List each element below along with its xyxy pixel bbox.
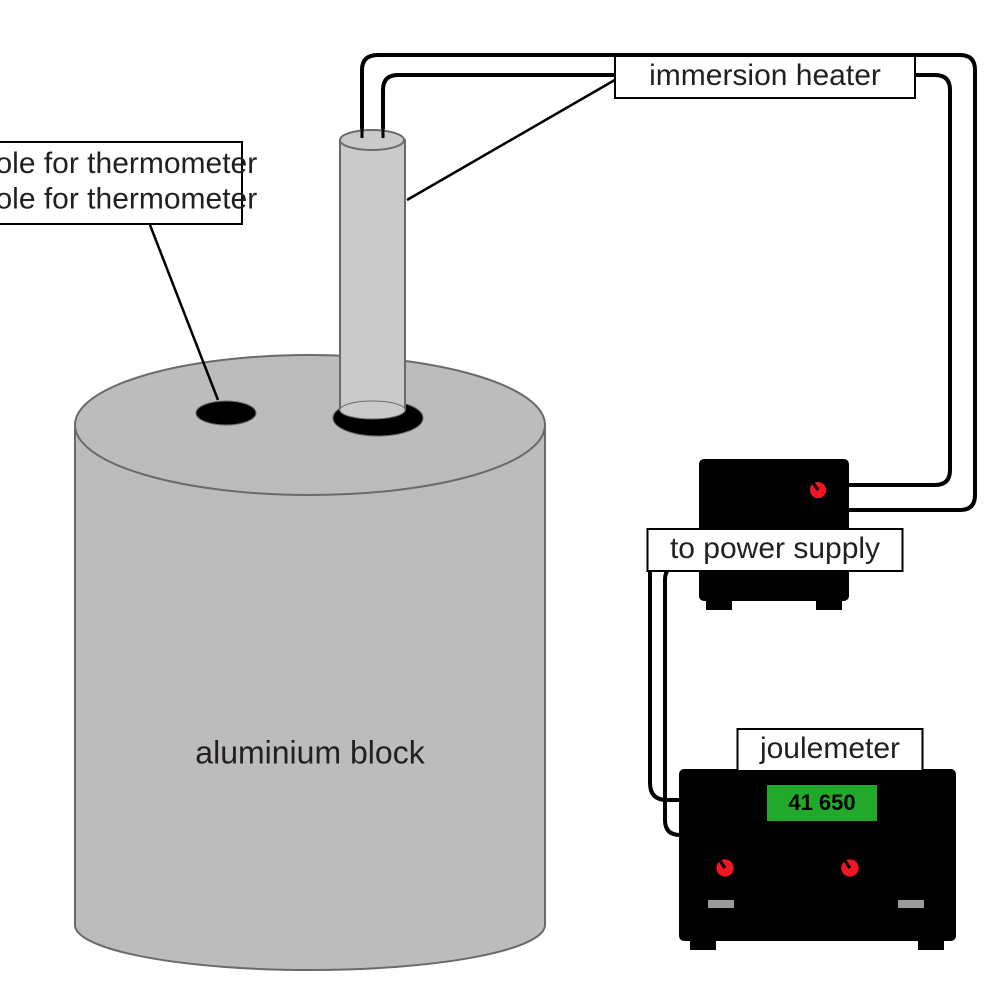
immersion-heater [340,128,405,419]
joulemeter-knob [711,854,739,882]
label-thermometer-hole-text: hole for thermometer [0,147,257,180]
label-power-supply-text: to power supply [670,532,880,565]
label-block: aluminium block [195,734,425,770]
label-immersion-heater-text: immersion heater [649,59,881,92]
label-immersion-heater: immersion heater [615,56,915,98]
label-joulemeter-text: joulemeter [759,732,900,765]
joulemeter-reading: 41 650 [788,790,855,815]
power-knob [805,477,831,503]
label-power-supply: to power supply [648,529,903,571]
joulemeter-knob [836,854,864,882]
aluminium-block [75,355,545,970]
label-thermometer-hole-text: hole for thermometer [0,183,257,216]
label-thermometer-hole: hole for thermometerhole for thermometer [0,142,257,224]
joulemeter: 41 650 [680,770,955,950]
thermometer-hole [196,401,256,425]
label-joulemeter: joulemeter [738,729,923,771]
